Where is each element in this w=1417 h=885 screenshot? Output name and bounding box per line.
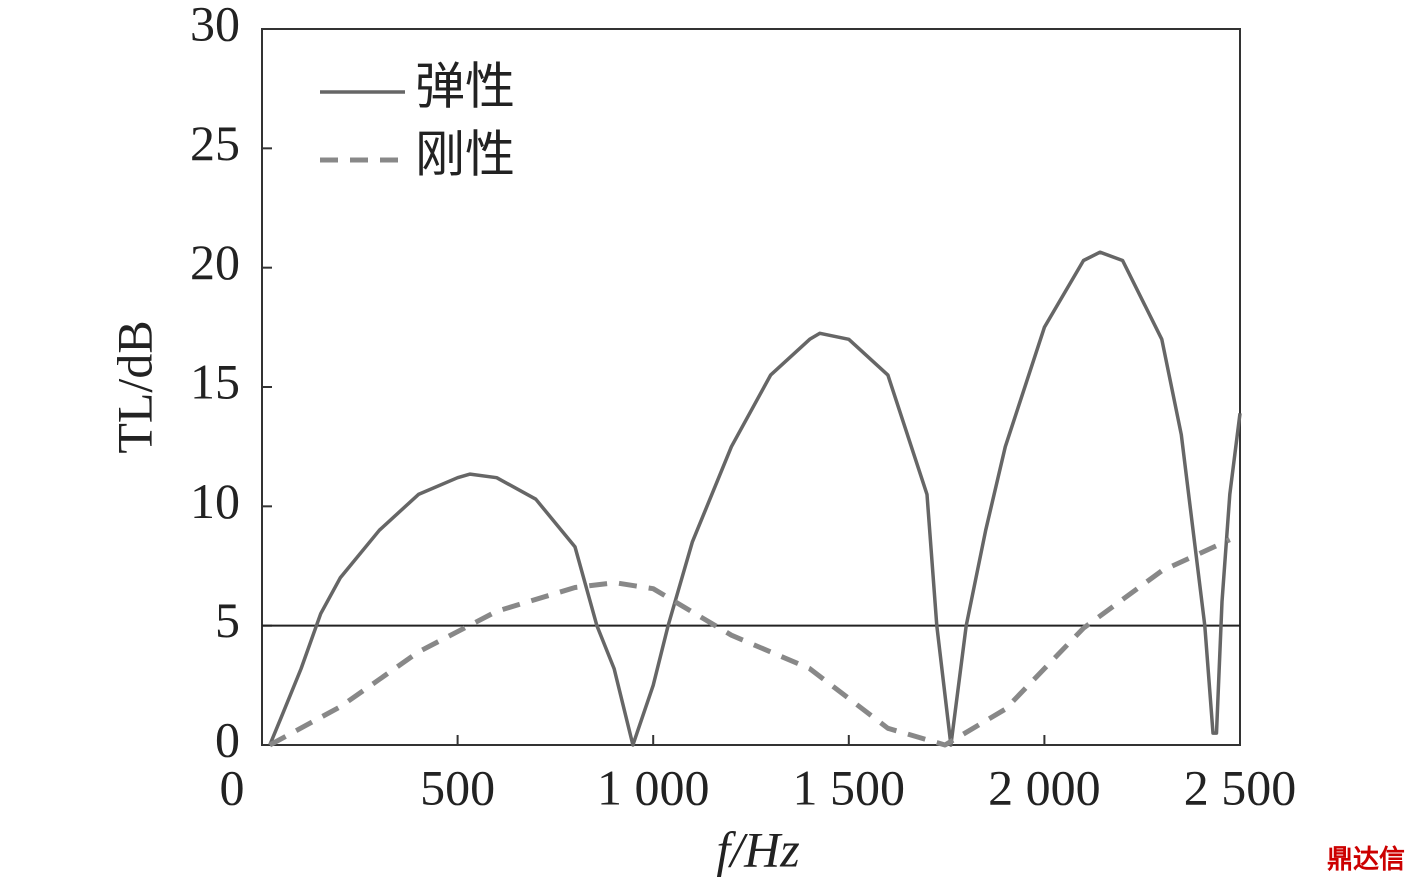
y-tick-label: 10: [190, 473, 240, 529]
series-line: [268, 250, 1242, 747]
x-tick-label: 1 500: [793, 759, 906, 815]
x-tick-label: 2 000: [988, 759, 1101, 815]
series-line: [268, 537, 1231, 748]
y-tick-label: 15: [190, 353, 240, 409]
x-axis-label: f/Hz: [716, 821, 799, 877]
plot-frame: [261, 28, 1241, 746]
x-tick-label: 0: [220, 759, 245, 815]
y-axis-label: TL/dB: [106, 320, 162, 453]
x-tick-label: 500: [420, 759, 495, 815]
watermark: 鼎达信: [1327, 845, 1405, 874]
legend-label: 弹性: [415, 58, 515, 114]
y-tick-label: 0: [215, 711, 240, 767]
x-tick-label: 1 000: [597, 759, 710, 815]
y-tick-label: 30: [190, 0, 240, 51]
legend-label: 刚性: [415, 126, 515, 182]
y-tick-label: 25: [190, 115, 240, 171]
y-tick-label: 5: [215, 592, 240, 648]
x-tick-label: 2 500: [1184, 759, 1297, 815]
y-tick-label: 20: [190, 234, 240, 290]
